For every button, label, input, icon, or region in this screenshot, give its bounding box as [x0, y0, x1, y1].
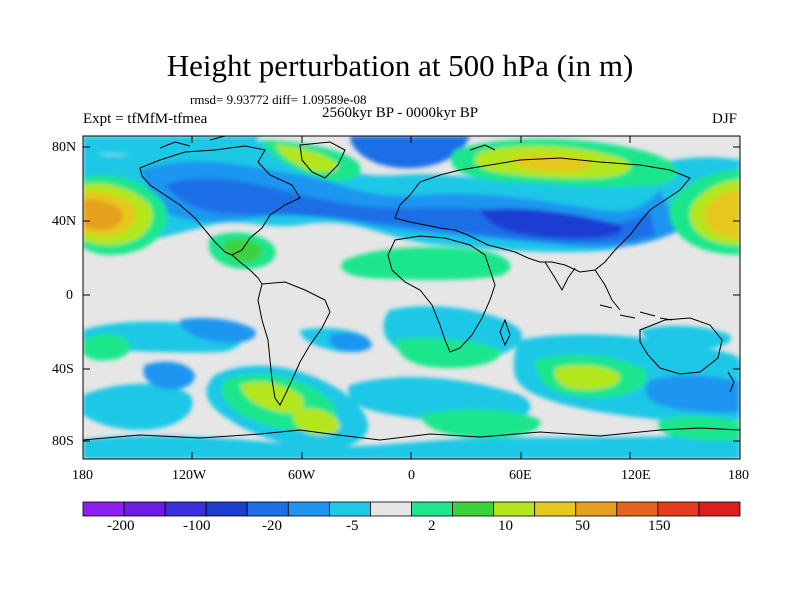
map-title: Height perturbation at 500 hPa (in m) [166, 48, 634, 83]
coastlines [83, 136, 740, 441]
rmsd-diff-line: rmsd= 9.93772 diff= 1.09589e-08 [190, 92, 367, 107]
lon-tick-60w: 60W [288, 468, 316, 483]
colorbar-box [246, 501, 289, 517]
axis-ticks [82, 136, 740, 459]
colorbar [82, 501, 741, 517]
lat-tick-40n: 40N [52, 214, 77, 229]
colorbar-label-50: 50 [575, 518, 590, 534]
colorbar-label-minus20: -20 [262, 518, 282, 534]
colorbar-box [82, 501, 125, 517]
lon-tick-120e: 120E [621, 468, 651, 483]
colorbar-box [205, 501, 248, 517]
colorbar-label-minus5: -5 [346, 518, 359, 534]
colorbar-box [452, 501, 495, 517]
height-perturbation-field [83, 136, 740, 459]
time-period-label: 2560kyr BP - 0000kyr BP [322, 105, 479, 121]
colorbar-box [123, 501, 166, 517]
colorbar-box [698, 501, 741, 517]
lat-tick-40s: 40S [52, 362, 74, 377]
colorbar-label-150: 150 [648, 518, 671, 534]
lon-tick-0: 0 [408, 468, 415, 483]
colorbar-box [616, 501, 659, 517]
colorbar-box [164, 501, 207, 517]
colorbar-box [493, 501, 536, 517]
lon-tick-60e: 60E [509, 468, 532, 483]
lon-tick-180w: 180 [72, 468, 93, 483]
colorbar-label-minus100: -100 [183, 518, 211, 534]
colorbar-box [534, 501, 577, 517]
season-label: DJF [712, 111, 738, 127]
lat-tick-0: 0 [66, 288, 73, 303]
lon-tick-180e: 180 [728, 468, 749, 483]
colorbar-label-2: 2 [428, 518, 436, 534]
colorbar-box [657, 501, 700, 517]
colorbar-box [575, 501, 618, 517]
colorbar-label-10: 10 [498, 518, 513, 534]
colorbar-label-minus200: -200 [107, 518, 135, 534]
colorbar-box [370, 501, 412, 517]
colorbar-box [328, 501, 371, 517]
colorbar-box [287, 501, 330, 517]
lon-tick-120w: 120W [172, 468, 207, 483]
colorbar-box [411, 501, 453, 517]
lat-tick-80s: 80S [52, 434, 74, 449]
experiment-label: Expt = tfMfM-tfmea [83, 111, 208, 127]
lat-tick-80n: 80N [52, 140, 77, 155]
